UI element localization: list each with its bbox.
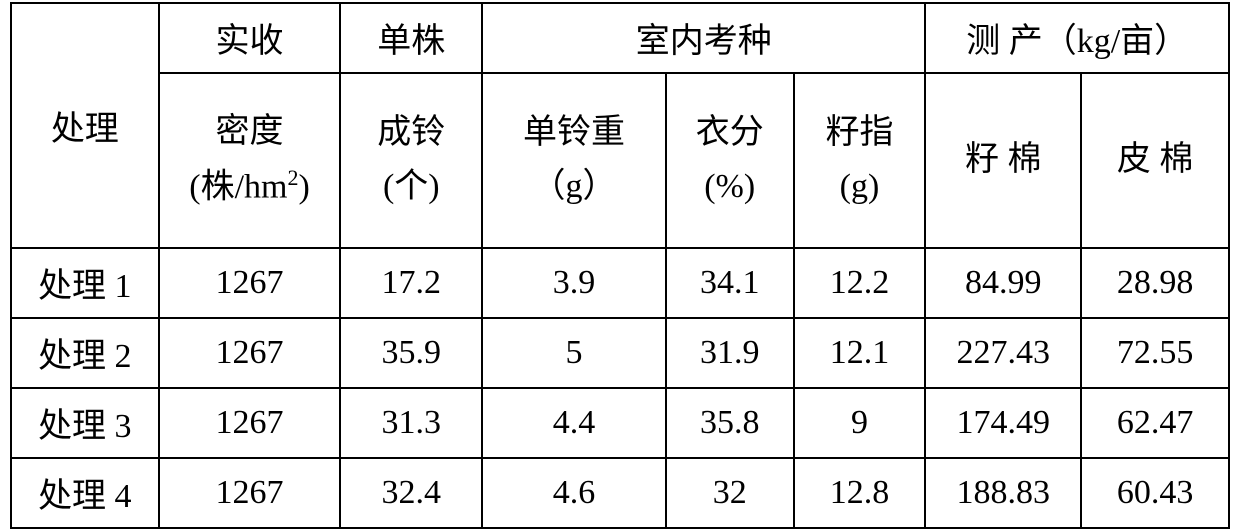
boll-weight-cell: 4.4 <box>482 388 666 458</box>
lint-cotton-cell: 62.47 <box>1081 388 1229 458</box>
header-group-row: 处理 实收 单株 室内考种 测 产（kg/亩） <box>11 3 1229 73</box>
table-row: 处理 1 1267 17.2 3.9 34.1 12.2 84.99 28.98 <box>11 248 1229 318</box>
boll-weight-unit: （g） <box>531 168 616 205</box>
cotton-experiment-table: 处理 实收 单株 室内考种 测 产（kg/亩） 密度 (株/hm2) 成铃 (个… <box>10 2 1230 529</box>
lint-pct-cell: 32 <box>666 458 794 528</box>
boll-weight-cell: 3.9 <box>482 248 666 318</box>
lint-pct-cell: 35.8 <box>666 388 794 458</box>
row-label: 处理 4 <box>11 458 159 528</box>
boll-count-cell: 35.9 <box>340 318 482 388</box>
harvest-header: 实收 <box>159 3 341 73</box>
single-plant-header: 单株 <box>340 3 482 73</box>
seed-index-unit: (g) <box>840 168 880 205</box>
yield-estimate-header: 测 产（kg/亩） <box>925 3 1229 73</box>
density-header: 密度 (株/hm2) <box>159 73 341 248</box>
seed-index-cell: 12.2 <box>794 248 926 318</box>
boll-weight-cell: 5 <box>482 318 666 388</box>
lint-cotton-header: 皮 棉 <box>1081 73 1229 248</box>
seed-cotton-cell: 227.43 <box>925 318 1081 388</box>
seed-index-label: 籽指 <box>825 114 893 151</box>
density-cell: 1267 <box>159 458 341 528</box>
density-cell: 1267 <box>159 248 341 318</box>
density-cell: 1267 <box>159 318 341 388</box>
treatment-header: 处理 <box>11 3 159 248</box>
lint-cotton-cell: 60.43 <box>1081 458 1229 528</box>
lint-cotton-cell: 28.98 <box>1081 248 1229 318</box>
lint-pct-unit: (%) <box>704 168 755 205</box>
seed-cotton-cell: 188.83 <box>925 458 1081 528</box>
table-row: 处理 3 1267 31.3 4.4 35.8 9 174.49 62.47 <box>11 388 1229 458</box>
boll-count-cell: 31.3 <box>340 388 482 458</box>
boll-weight-label: 单铃重 <box>523 114 625 151</box>
density-superscript: 2 <box>287 165 298 190</box>
seed-cotton-cell: 174.49 <box>925 388 1081 458</box>
sub-header-row: 密度 (株/hm2) 成铃 (个) 单铃重 （g） 衣分 (%) 籽指 (g <box>11 73 1229 248</box>
boll-count-unit: (个) <box>383 168 440 205</box>
row-label: 处理 2 <box>11 318 159 388</box>
density-unit-close: ) <box>298 168 309 205</box>
data-table-container: 处理 实收 单株 室内考种 测 产（kg/亩） 密度 (株/hm2) 成铃 (个… <box>10 2 1230 529</box>
boll-count-header: 成铃 (个) <box>340 73 482 248</box>
boll-weight-cell: 4.6 <box>482 458 666 528</box>
seed-cotton-header: 籽 棉 <box>925 73 1081 248</box>
lint-pct-label: 衣分 <box>696 114 764 151</box>
row-label: 处理 1 <box>11 248 159 318</box>
density-label: 密度 <box>216 113 284 150</box>
table-row: 处理 2 1267 35.9 5 31.9 12.1 227.43 72.55 <box>11 318 1229 388</box>
boll-weight-header: 单铃重 （g） <box>482 73 666 248</box>
lint-pct-header: 衣分 (%) <box>666 73 794 248</box>
boll-count-cell: 32.4 <box>340 458 482 528</box>
table-row: 处理 4 1267 32.4 4.6 32 12.8 188.83 60.43 <box>11 458 1229 528</box>
table-body: 处理 1 1267 17.2 3.9 34.1 12.2 84.99 28.98… <box>11 248 1229 528</box>
lint-pct-cell: 31.9 <box>666 318 794 388</box>
seed-index-cell: 12.1 <box>794 318 926 388</box>
row-label: 处理 3 <box>11 388 159 458</box>
density-cell: 1267 <box>159 388 341 458</box>
seed-cotton-cell: 84.99 <box>925 248 1081 318</box>
seed-index-header: 籽指 (g) <box>794 73 926 248</box>
lint-pct-cell: 34.1 <box>666 248 794 318</box>
boll-count-cell: 17.2 <box>340 248 482 318</box>
density-unit-open: (株/hm <box>189 168 287 205</box>
lint-cotton-cell: 72.55 <box>1081 318 1229 388</box>
indoor-test-header: 室内考种 <box>482 3 925 73</box>
seed-index-cell: 12.8 <box>794 458 926 528</box>
table-header: 处理 实收 单株 室内考种 测 产（kg/亩） 密度 (株/hm2) 成铃 (个… <box>11 3 1229 248</box>
boll-count-label: 成铃 <box>377 114 445 151</box>
seed-index-cell: 9 <box>794 388 926 458</box>
